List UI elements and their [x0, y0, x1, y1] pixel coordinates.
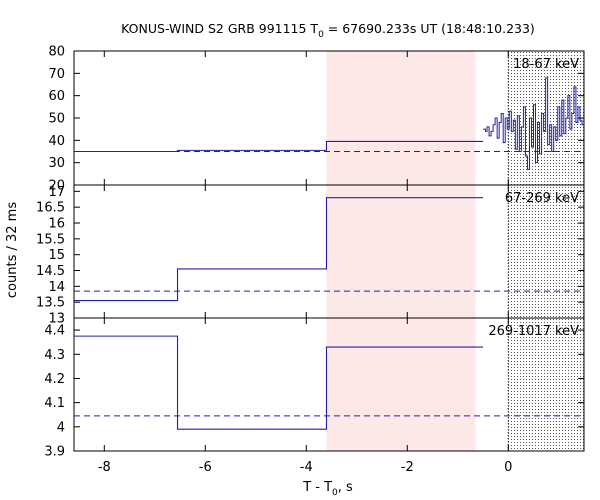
y-tick-label: 50: [48, 112, 65, 127]
step-series-line: [74, 197, 484, 302]
y-tick-label: 3.9: [44, 445, 65, 460]
y-axis-title: counts / 32 ms: [5, 202, 20, 298]
panel-3: 3.9 4 4.1 4.2 4.3 4.4 269-1017 keV: [44, 317, 585, 460]
shaded-interval: [326, 51, 476, 185]
trigger-dotted-region: [508, 318, 584, 451]
y-tick-label: 4.2: [44, 372, 65, 387]
y-tick-label: 60: [48, 89, 65, 104]
y-tick-label: 4.3: [44, 348, 65, 363]
y-tick-label: 20: [48, 179, 65, 194]
trigger-dotted-region: [508, 185, 584, 318]
y-tick-label: 14.5: [36, 264, 65, 279]
x-tick-label: -6: [199, 460, 212, 475]
panel-1: 20 30 40 50 60 70 80 18-67 keV: [48, 45, 585, 194]
y-tick-label: 80: [48, 45, 65, 60]
trigger-dotted-region: [508, 51, 584, 185]
step-series-line: [74, 140, 484, 153]
y-tick-label: 70: [48, 67, 65, 82]
y-tick-label: 16: [48, 217, 65, 232]
panel-frame: [73, 317, 585, 452]
x-tick-label: 0: [504, 460, 512, 475]
x-tick-label: -8: [98, 460, 111, 475]
y-tick-label: 16.5: [36, 201, 65, 216]
energy-band-label: 269-1017 keV: [488, 324, 579, 339]
y-tick-label: 17: [48, 185, 65, 200]
y-tick-label: 15: [48, 248, 65, 263]
fine-resolution-series-line: [483, 77, 584, 170]
y-tick-label: 4.1: [44, 396, 65, 411]
x-tick-label: -2: [401, 460, 414, 475]
shaded-interval: [326, 318, 476, 451]
energy-band-label: 67-269 keV: [505, 191, 579, 206]
y-tick-label: 13.5: [36, 296, 65, 311]
x-tick-label: -4: [300, 460, 313, 475]
y-tick-label: 30: [48, 156, 65, 171]
y-tick-label: 14: [48, 280, 65, 295]
y-tick-label: 4.4: [44, 324, 65, 339]
chart-title: KONUS-WIND S2 GRB 991115 T0 = 67690.233s…: [121, 21, 535, 40]
step-series-line: [74, 335, 484, 430]
y-tick-label: 40: [48, 134, 65, 149]
x-axis-title: T - T0, s: [302, 480, 353, 498]
y-tick-label: 13: [48, 312, 65, 327]
y-tick-label: 4: [57, 420, 65, 435]
y-tick-label: 15.5: [36, 232, 65, 247]
shaded-interval: [326, 185, 476, 318]
energy-band-label: 18-67 keV: [513, 57, 579, 72]
